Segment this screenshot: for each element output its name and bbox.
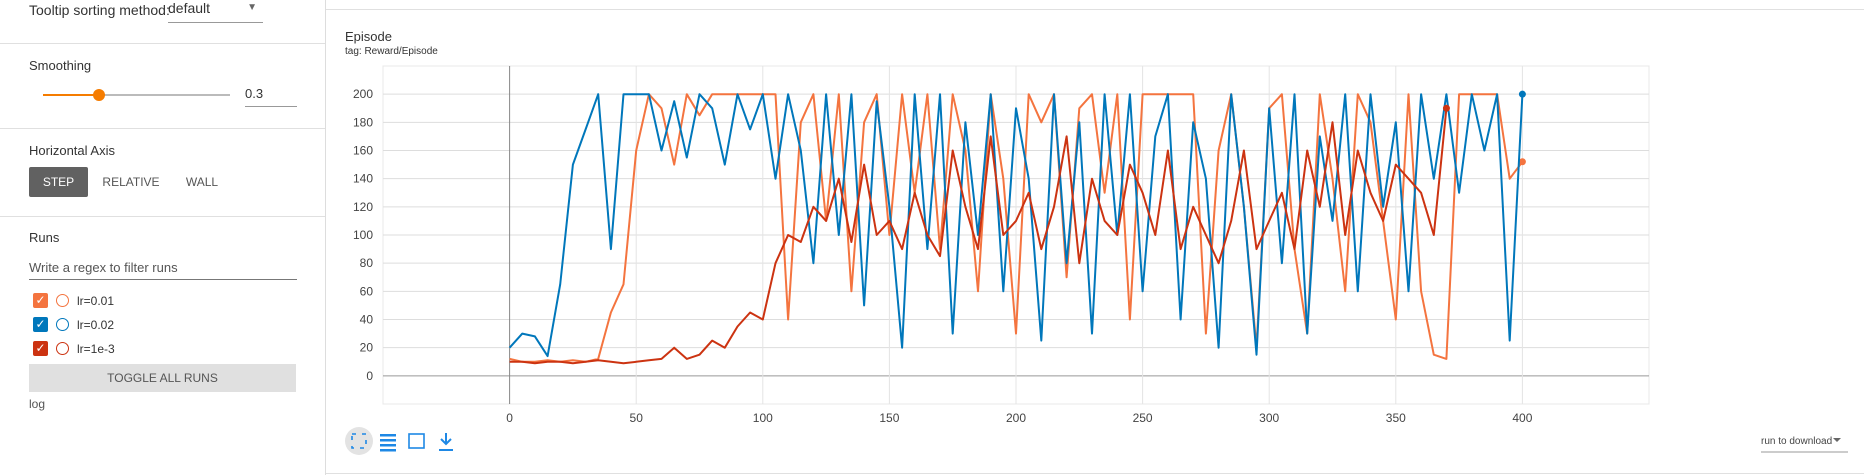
y-tick-label: 200	[353, 87, 373, 101]
x-tick-label: 250	[1133, 411, 1153, 425]
slider-track[interactable]	[43, 94, 230, 96]
divider	[0, 128, 325, 129]
slider-knob[interactable]	[93, 89, 106, 101]
run-checkbox[interactable]: ✓	[33, 341, 48, 356]
divider	[0, 43, 325, 44]
series-line	[509, 93, 1524, 363]
x-tick-label: 400	[1512, 411, 1532, 425]
run-name: lr=1e-3	[77, 342, 115, 356]
x-tick-label: 100	[753, 411, 773, 425]
run-checkbox[interactable]: ✓	[33, 293, 48, 308]
smoothing-label: Smoothing	[29, 58, 92, 73]
y-tick-label: 80	[360, 256, 374, 270]
y-tick-label: 60	[360, 284, 374, 298]
runs-label: Runs	[29, 230, 60, 245]
x-tick-label: 350	[1386, 411, 1406, 425]
y-tick-label: 0	[366, 369, 373, 383]
tooltip-value: default	[168, 0, 211, 16]
zoom-icon[interactable]	[408, 433, 425, 449]
y-tick-label: 20	[360, 341, 374, 355]
y-tick-label: 120	[353, 200, 373, 214]
filter-input[interactable]: Write a regex to filter runs	[29, 260, 297, 280]
toolbar	[345, 427, 453, 455]
y-tick-label: 180	[353, 115, 373, 129]
x-tick-label: 150	[879, 411, 899, 425]
card-bottom	[326, 473, 1864, 474]
download-select[interactable]: run to download	[1761, 436, 1832, 447]
series-line	[509, 108, 1448, 365]
x-tick-label: 50	[630, 411, 644, 425]
end-point	[1442, 104, 1450, 112]
run-checkbox[interactable]: ✓	[33, 317, 48, 332]
run-color	[56, 294, 69, 307]
x-tick-label: 200	[1006, 411, 1026, 425]
run-name: lr=0.02	[77, 318, 115, 332]
divider	[0, 216, 325, 217]
axis-button[interactable]: RELATIVE	[102, 175, 160, 189]
y-tick-label: 100	[353, 228, 373, 242]
x-tick-label: 300	[1259, 411, 1279, 425]
chart-subtitle: tag: Reward/Episode	[345, 46, 438, 57]
log-dir: log	[29, 397, 46, 411]
download-icon[interactable]	[439, 433, 453, 451]
end-point	[1518, 158, 1526, 166]
x-tick-label: 0	[506, 411, 513, 425]
axis-button[interactable]: WALL	[185, 175, 219, 189]
list-icon[interactable]	[380, 434, 396, 452]
y-tick-label: 160	[353, 144, 373, 158]
series-line	[508, 93, 1524, 358]
run-color	[56, 318, 69, 331]
axis-button[interactable]: STEP	[29, 167, 88, 197]
tooltip-label: Tooltip sorting method:	[29, 2, 170, 18]
end-point	[1518, 90, 1526, 98]
fit-icon	[351, 433, 367, 449]
dropdown-arrow	[1833, 438, 1841, 442]
run-color	[56, 342, 69, 355]
toggle-button[interactable]: TOGGLE ALL RUNS	[29, 364, 296, 392]
smoothing-input[interactable]: 0.3	[245, 86, 297, 107]
chart-title: Episode	[345, 29, 392, 44]
y-tick-label: 40	[360, 313, 374, 327]
card-top	[326, 0, 1864, 10]
fit-button[interactable]	[345, 427, 373, 455]
tooltip-select[interactable]: default ▼	[168, 0, 263, 23]
axis-label: Horizontal Axis	[29, 143, 115, 158]
slider-fill	[43, 94, 100, 96]
run-name: lr=0.01	[77, 294, 115, 308]
plot-area	[382, 65, 1650, 405]
y-tick-label: 140	[353, 172, 373, 186]
sidebar: Tooltip sorting method: default ▼ Smoothi…	[0, 0, 326, 475]
